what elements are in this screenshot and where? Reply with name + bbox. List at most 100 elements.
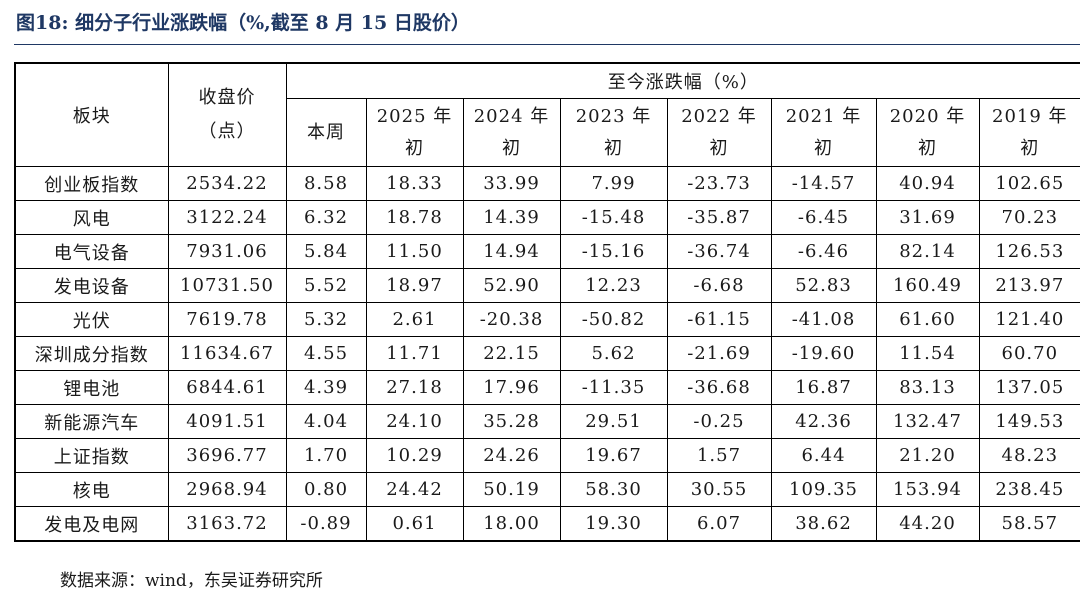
value-cell: 126.53: [978, 234, 1080, 269]
table-row: 风电 3122.24 6.32 18.78 14.39 -15.48 -35.87 -6.45…: [14, 200, 1080, 235]
value-cell: 10731.50: [167, 268, 287, 303]
header-period: 2025 年初: [365, 98, 464, 167]
header-period-line2: 初: [604, 137, 623, 159]
value-cell: 6.07: [666, 506, 772, 542]
value-cell: 4091.51: [167, 404, 287, 439]
value-cell: 149.53: [978, 404, 1080, 439]
header-period-line2: 初: [814, 137, 833, 159]
value-cell: 1.57: [666, 438, 772, 473]
value-cell: 160.49: [875, 268, 980, 303]
value-cell: 16.87: [770, 370, 877, 405]
header-close-price-line1: 收盘价: [198, 87, 256, 108]
value-cell: -23.73: [666, 166, 772, 201]
value-cell: 238.45: [978, 472, 1080, 507]
sector-name-cell: 电气设备: [14, 234, 169, 269]
header-period: 2021 年初: [770, 98, 877, 167]
header-period-line1: 2021 年: [785, 105, 862, 127]
value-cell: 18.00: [462, 506, 561, 542]
value-cell: -15.48: [559, 200, 668, 235]
header-period-line2: 初: [1020, 137, 1040, 159]
value-cell: 2.61: [365, 302, 464, 337]
value-cell: -61.15: [666, 302, 772, 337]
value-cell: 102.65: [978, 166, 1080, 201]
value-cell: 12.23: [559, 268, 668, 303]
sector-name-cell: 发电设备: [14, 268, 169, 303]
table-row: 锂电池 6844.61 4.39 27.18 17.96 -11.35 -36.68 16.8…: [14, 370, 1080, 405]
value-cell: -15.16: [559, 234, 668, 269]
value-cell: 18.33: [365, 166, 464, 201]
sector-name-cell: 新能源汽车: [14, 404, 169, 439]
header-sector: 板块: [14, 62, 169, 167]
value-cell: 30.55: [666, 472, 772, 507]
table-row: 核电 2968.94 0.80 24.42 50.19 58.30 30.55 109.35 1…: [14, 472, 1080, 507]
value-cell: 33.99: [462, 166, 561, 201]
header-close-price: 收盘价 （点）: [167, 62, 287, 167]
value-cell: 121.40: [978, 302, 1080, 337]
value-cell: -14.57: [770, 166, 877, 201]
value-cell: 42.36: [770, 404, 877, 439]
sector-name-cell: 光伏: [14, 302, 169, 337]
value-cell: -11.35: [559, 370, 668, 405]
value-cell: 21.20: [875, 438, 980, 473]
value-cell: 31.69: [875, 200, 980, 235]
table-row: 创业板指数 2534.22 8.58 18.33 33.99 7.99 -23.73 -14.…: [14, 166, 1080, 201]
header-period: 2019 年初: [978, 98, 1080, 167]
value-cell: 6.32: [285, 200, 367, 235]
value-cell: -19.60: [770, 336, 877, 371]
header-period: 2024 年初: [462, 98, 561, 167]
value-cell: -6.45: [770, 200, 877, 235]
value-cell: -0.89: [285, 506, 367, 542]
table-row: 发电及电网 3163.72 -0.89 0.61 18.00 19.30 6.07 38.62…: [14, 506, 1080, 542]
sector-name-cell: 深圳成分指数: [14, 336, 169, 371]
sector-name-cell: 发电及电网: [14, 506, 169, 542]
value-cell: 11.54: [875, 336, 980, 371]
value-cell: 82.14: [875, 234, 980, 269]
value-cell: 132.47: [875, 404, 980, 439]
header-row-1: 板块 收盘价 （点） 至今涨跌幅（%）: [14, 62, 1080, 167]
header-period: 2023 年初: [559, 98, 668, 167]
value-cell: 2534.22: [167, 166, 287, 201]
value-cell: -41.08: [770, 302, 877, 337]
value-cell: 6844.61: [167, 370, 287, 405]
sector-name-cell: 风电: [14, 200, 169, 235]
value-cell: 153.94: [875, 472, 980, 507]
value-cell: 60.70: [978, 336, 1080, 371]
table-row: 深圳成分指数 11634.67 4.55 11.71 22.15 5.62 -21.69 -1…: [14, 336, 1080, 371]
sector-name-cell: 创业板指数: [14, 166, 169, 201]
value-cell: 5.84: [285, 234, 367, 269]
value-cell: 213.97: [978, 268, 1080, 303]
value-cell: -6.46: [770, 234, 877, 269]
value-cell: 7931.06: [167, 234, 287, 269]
value-cell: 5.52: [285, 268, 367, 303]
value-cell: 19.67: [559, 438, 668, 473]
value-cell: 8.58: [285, 166, 367, 201]
header-change-group: 至今涨跌幅（%）: [285, 62, 1080, 99]
title-rule: [14, 44, 1080, 45]
sector-name-cell: 核电: [14, 472, 169, 507]
value-cell: 83.13: [875, 370, 980, 405]
value-cell: 44.20: [875, 506, 980, 542]
value-cell: -50.82: [559, 302, 668, 337]
header-period-line1: 本周: [307, 121, 345, 143]
header-period-line2: 初: [918, 137, 937, 159]
sector-name-cell: 上证指数: [14, 438, 169, 473]
header-period-line2: 初: [709, 137, 729, 159]
value-cell: 2968.94: [167, 472, 287, 507]
value-cell: 48.23: [978, 438, 1080, 473]
header-period: 本周: [285, 98, 367, 167]
value-cell: 3122.24: [167, 200, 287, 235]
value-cell: 24.10: [365, 404, 464, 439]
value-cell: 0.80: [285, 472, 367, 507]
value-cell: 24.26: [462, 438, 561, 473]
header-period-line1: 2024 年: [473, 105, 550, 127]
value-cell: 14.94: [462, 234, 561, 269]
header-close-price-line2: （点）: [198, 121, 256, 142]
value-cell: 7619.78: [167, 302, 287, 337]
value-cell: 0.61: [365, 506, 464, 542]
value-cell: 40.94: [875, 166, 980, 201]
value-cell: 3696.77: [167, 438, 287, 473]
value-cell: 11634.67: [167, 336, 287, 371]
value-cell: 38.62: [770, 506, 877, 542]
value-cell: -20.38: [462, 302, 561, 337]
value-cell: 35.28: [462, 404, 561, 439]
